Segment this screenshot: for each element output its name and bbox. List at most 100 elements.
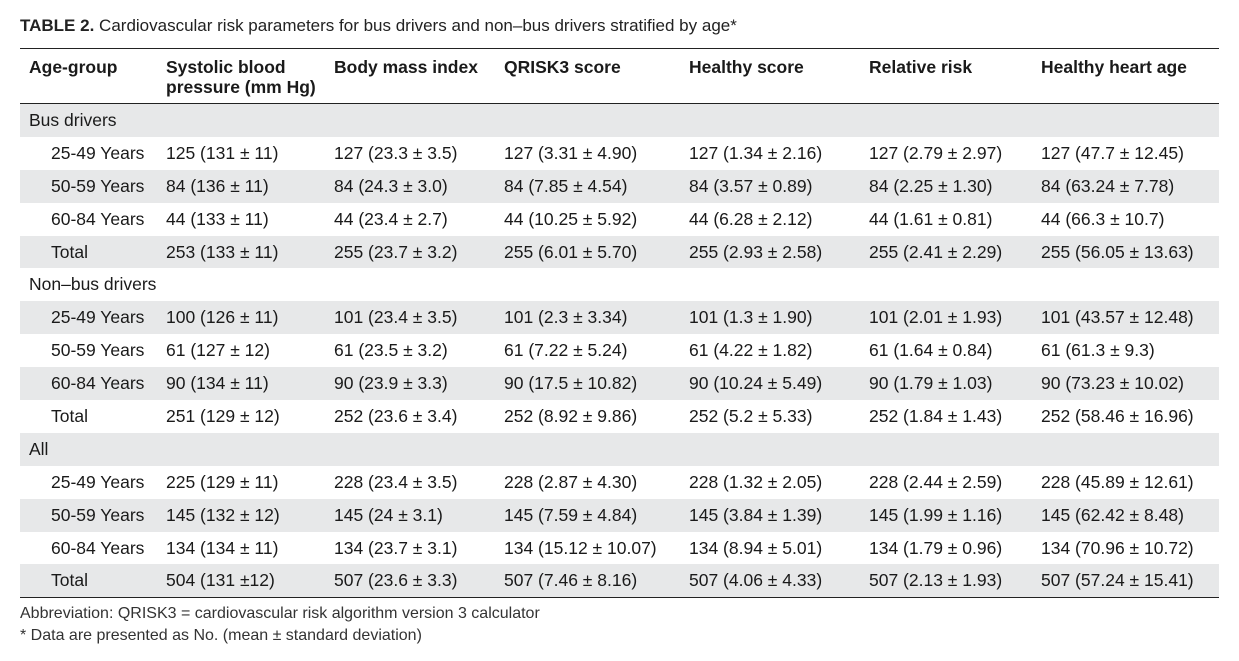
table-caption-label: TABLE 2. bbox=[20, 16, 95, 35]
age-group-cell: 25-49 Years bbox=[51, 471, 145, 492]
table-cell: 507 (23.6 ± 3.3) bbox=[334, 570, 458, 591]
table-row: 25-49 Years 125 (131 ± 11) 127 (23.3 ± 3.5… bbox=[20, 137, 1219, 170]
table-cell: 145 (62.42 ± 8.48) bbox=[1041, 504, 1184, 525]
table-row: 60-84 Years 90 (134 ± 11) 90 (23.9 ± 3.3) 9… bbox=[20, 367, 1219, 401]
table-caption: TABLE 2. Cardiovascular risk parameters … bbox=[20, 16, 737, 36]
table-cell: 90 (23.9 ± 3.3) bbox=[334, 373, 448, 394]
age-group-cell: 60-84 Years bbox=[51, 208, 145, 229]
table-cell: 252 (23.6 ± 3.4) bbox=[334, 405, 458, 426]
table-cell: 101 (2.3 ± 3.34) bbox=[504, 307, 628, 328]
table-cell: 44 (10.25 ± 5.92) bbox=[504, 208, 638, 229]
table-cell: 84 (2.25 ± 1.30) bbox=[869, 175, 993, 196]
table-cell: 44 (1.61 ± 0.81) bbox=[869, 208, 993, 229]
header-healthy-heart-age: Healthy heart age bbox=[1041, 57, 1187, 77]
table-cell: 504 (131 ±12) bbox=[166, 570, 275, 591]
table-cell: 507 (57.24 ± 15.41) bbox=[1041, 570, 1194, 591]
header-healthy-score: Healthy score bbox=[689, 57, 804, 77]
table-row: 50-59 Years 84 (136 ± 11) 84 (24.3 ± 3.0) 8… bbox=[20, 169, 1219, 203]
table-cell: 127 (47.7 ± 12.45) bbox=[1041, 142, 1184, 163]
table-cell: 134 (134 ± 11) bbox=[166, 537, 279, 558]
table-caption-text: Cardiovascular risk parameters for bus d… bbox=[99, 16, 737, 35]
table-cell: 101 (2.01 ± 1.93) bbox=[869, 307, 1003, 328]
age-group-cell: Total bbox=[51, 405, 88, 426]
group-label: All bbox=[29, 438, 49, 459]
age-group-cell: 50-59 Years bbox=[51, 340, 145, 361]
group-label: Bus drivers bbox=[29, 109, 117, 130]
table-cell: 100 (126 ± 11) bbox=[166, 307, 279, 328]
table-cell: 134 (15.12 ± 10.07) bbox=[504, 537, 657, 558]
table-cell: 228 (2.44 ± 2.59) bbox=[869, 471, 1003, 492]
table-cell: 252 (58.46 ± 16.96) bbox=[1041, 405, 1194, 426]
group-header-row: All bbox=[20, 432, 1219, 466]
age-group-cell: 25-49 Years bbox=[51, 307, 145, 328]
age-group-cell: 60-84 Years bbox=[51, 373, 145, 394]
table-row: Total 253 (133 ± 11) 255 (23.7 ± 3.2) 255 (… bbox=[20, 235, 1219, 269]
table-row: 50-59 Years 145 (132 ± 12) 145 (24 ± 3.1) 1… bbox=[20, 498, 1219, 532]
table-cell: 145 (1.99 ± 1.16) bbox=[869, 504, 1003, 525]
age-group-cell: 60-84 Years bbox=[51, 537, 145, 558]
table-footnotes: Abbreviation: QRISK3 = cardiovascular ri… bbox=[20, 603, 540, 647]
table-cell: 61 (127 ± 12) bbox=[166, 340, 270, 361]
footnote-data-presentation: * Data are presented as No. (mean ± stan… bbox=[20, 627, 422, 644]
table-cell: 228 (45.89 ± 12.61) bbox=[1041, 471, 1194, 492]
header-relative-risk: Relative risk bbox=[869, 57, 973, 77]
data-table-container: Age-group Systolic blood pressure (mm Hg… bbox=[20, 48, 1219, 598]
table-row: 60-84 Years 44 (133 ± 11) 44 (23.4 ± 2.7) 4… bbox=[20, 203, 1219, 236]
table-cell: 507 (7.46 ± 8.16) bbox=[504, 570, 638, 591]
table-cell: 101 (1.3 ± 1.90) bbox=[689, 307, 813, 328]
table-cell: 228 (2.87 ± 4.30) bbox=[504, 471, 638, 492]
table-cell: 61 (7.22 ± 5.24) bbox=[504, 340, 628, 361]
table-row: Total 504 (131 ±12) 507 (23.6 ± 3.3) 507 (7… bbox=[20, 564, 1219, 598]
table-cell: 90 (1.79 ± 1.03) bbox=[869, 373, 993, 394]
table-cell: 84 (24.3 ± 3.0) bbox=[334, 175, 448, 196]
table-cell: 90 (73.23 ± 10.02) bbox=[1041, 373, 1184, 394]
table-cell: 84 (3.57 ± 0.89) bbox=[689, 175, 813, 196]
table-cell: 145 (132 ± 12) bbox=[166, 504, 280, 525]
table-cell: 90 (17.5 ± 10.82) bbox=[504, 373, 638, 394]
table-cell: 44 (23.4 ± 2.7) bbox=[334, 208, 448, 229]
table-cell: 127 (3.31 ± 4.90) bbox=[504, 142, 638, 163]
table-cell: 255 (56.05 ± 13.63) bbox=[1041, 241, 1194, 262]
risk-parameters-table: Age-group Systolic blood pressure (mm Hg… bbox=[20, 48, 1219, 598]
table-cell: 127 (1.34 ± 2.16) bbox=[689, 142, 823, 163]
table-cell: 507 (4.06 ± 4.33) bbox=[689, 570, 823, 591]
table-cell: 228 (1.32 ± 2.05) bbox=[689, 471, 823, 492]
table-cell: 44 (66.3 ± 10.7) bbox=[1041, 208, 1165, 229]
table-cell: 134 (8.94 ± 5.01) bbox=[689, 537, 823, 558]
table-cell: 255 (2.41 ± 2.29) bbox=[869, 241, 1003, 262]
table-header-row: Age-group Systolic blood pressure (mm Hg… bbox=[20, 48, 1219, 104]
table-cell: 61 (23.5 ± 3.2) bbox=[334, 340, 448, 361]
table-cell: 252 (5.2 ± 5.33) bbox=[689, 405, 813, 426]
age-group-cell: Total bbox=[51, 241, 88, 262]
table-cell: 61 (61.3 ± 9.3) bbox=[1041, 340, 1155, 361]
footnote-abbreviation: Abbreviation: QRISK3 = cardiovascular ri… bbox=[20, 605, 540, 622]
table-cell: 134 (23.7 ± 3.1) bbox=[334, 537, 458, 558]
header-qrisk3: QRISK3 score bbox=[504, 57, 621, 77]
table-cell: 127 (23.3 ± 3.5) bbox=[334, 142, 458, 163]
table-body: Bus drivers 25-49 Years 125 (131 ± 11) 127 … bbox=[20, 103, 1219, 598]
table-row: 25-49 Years 225 (129 ± 11) 228 (23.4 ± 3.5… bbox=[20, 466, 1219, 499]
table-cell: 125 (131 ± 11) bbox=[166, 142, 279, 163]
table-cell: 145 (7.59 ± 4.84) bbox=[504, 504, 638, 525]
age-group-cell: 25-49 Years bbox=[51, 142, 145, 163]
table-cell: 253 (133 ± 11) bbox=[166, 241, 279, 262]
table-row: Total 251 (129 ± 12) 252 (23.6 ± 3.4) 252 (… bbox=[20, 400, 1219, 433]
table-cell: 252 (1.84 ± 1.43) bbox=[869, 405, 1003, 426]
header-systolic-bp: Systolic blood pressure (mm Hg) bbox=[166, 57, 316, 97]
age-group-cell: Total bbox=[51, 570, 88, 591]
table-cell: 255 (6.01 ± 5.70) bbox=[504, 241, 638, 262]
table-cell: 507 (2.13 ± 1.93) bbox=[869, 570, 1003, 591]
table-cell: 90 (134 ± 11) bbox=[166, 373, 269, 394]
table-cell: 255 (2.93 ± 2.58) bbox=[689, 241, 823, 262]
table-cell: 251 (129 ± 12) bbox=[166, 405, 280, 426]
table-cell: 84 (7.85 ± 4.54) bbox=[504, 175, 628, 196]
table-cell: 228 (23.4 ± 3.5) bbox=[334, 471, 458, 492]
table-row: 50-59 Years 61 (127 ± 12) 61 (23.5 ± 3.2) 6… bbox=[20, 334, 1219, 367]
table-cell: 61 (1.64 ± 0.84) bbox=[869, 340, 993, 361]
table-cell: 127 (2.79 ± 2.97) bbox=[869, 142, 1003, 163]
table-cell: 84 (136 ± 11) bbox=[166, 175, 269, 196]
group-label: Non–bus drivers bbox=[29, 274, 157, 295]
table-cell: 145 (24 ± 3.1) bbox=[334, 504, 443, 525]
group-header-row: Non–bus drivers bbox=[20, 268, 1219, 301]
table-cell: 84 (63.24 ± 7.78) bbox=[1041, 175, 1175, 196]
